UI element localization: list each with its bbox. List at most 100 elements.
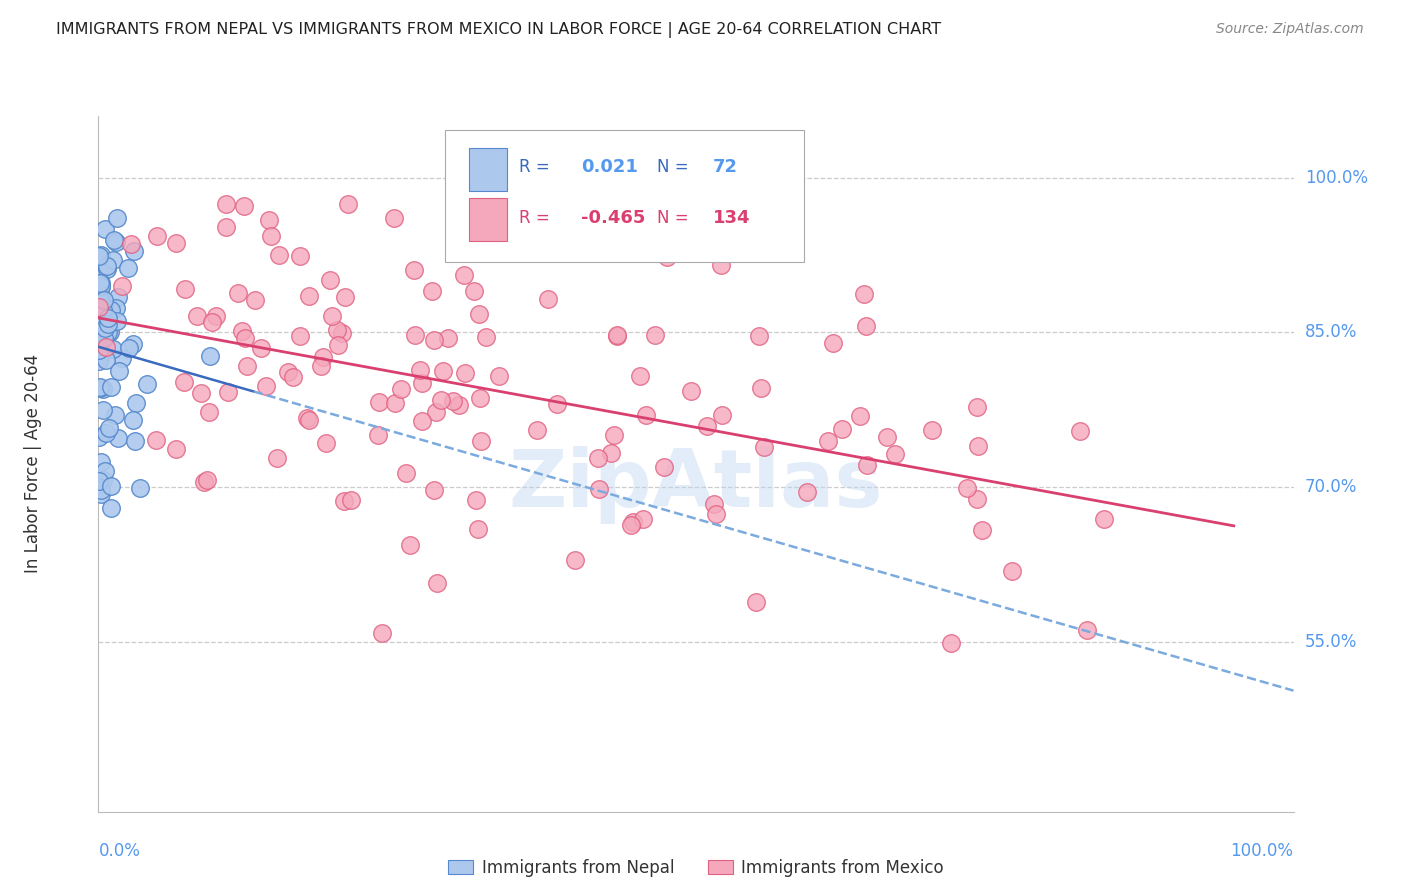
Point	[657, 250, 679, 264]
Text: N =: N =	[657, 159, 693, 177]
Point	[754, 441, 776, 455]
Point	[409, 363, 432, 377]
Point	[124, 434, 146, 448]
Point	[94, 321, 117, 335]
Point	[411, 414, 433, 428]
Point	[621, 516, 644, 530]
Point	[309, 359, 332, 374]
Point	[101, 252, 124, 267]
Point	[467, 522, 489, 536]
Point	[644, 328, 666, 343]
Point	[231, 324, 253, 338]
Point	[105, 314, 128, 328]
Text: Source: ZipAtlas.com: Source: ZipAtlas.com	[1216, 22, 1364, 37]
Point	[468, 307, 491, 321]
Point	[749, 381, 772, 395]
Point	[94, 426, 117, 441]
Point	[90, 318, 112, 332]
Point	[817, 434, 839, 449]
Point	[254, 379, 277, 393]
Point	[921, 423, 943, 437]
Point	[631, 512, 654, 526]
Point	[90, 279, 112, 293]
Point	[430, 392, 453, 407]
Point	[330, 326, 353, 341]
Point	[588, 483, 610, 497]
Point	[290, 328, 312, 343]
Point	[100, 302, 122, 317]
Point	[89, 379, 111, 393]
Point	[423, 483, 446, 498]
Point	[340, 493, 363, 508]
Point	[703, 497, 725, 511]
Point	[89, 380, 111, 394]
Point	[87, 354, 110, 368]
Point	[298, 412, 321, 426]
Point	[173, 375, 195, 389]
Point	[107, 431, 129, 445]
Point	[89, 350, 111, 364]
Point	[111, 279, 134, 293]
Point	[195, 473, 218, 487]
Point	[315, 436, 337, 450]
Text: 55.0%: 55.0%	[1305, 632, 1357, 650]
Point	[1076, 623, 1098, 637]
Point	[395, 466, 418, 480]
Point	[100, 380, 122, 394]
Point	[96, 326, 118, 341]
Point	[257, 213, 280, 227]
Text: 100.0%: 100.0%	[1305, 169, 1368, 186]
Point	[606, 327, 628, 342]
Point	[371, 626, 394, 640]
Point	[90, 294, 112, 309]
Point	[89, 288, 111, 302]
Point	[197, 405, 219, 419]
Point	[1092, 512, 1115, 526]
Point	[103, 234, 125, 248]
Point	[1069, 424, 1091, 438]
Point	[848, 409, 870, 424]
Point	[90, 279, 112, 293]
Point	[696, 419, 718, 434]
Point	[97, 326, 120, 340]
Point	[432, 363, 454, 377]
Point	[321, 309, 343, 323]
Text: R =: R =	[519, 159, 555, 177]
Point	[94, 340, 117, 354]
Point	[454, 367, 477, 381]
Point	[259, 228, 281, 243]
Point	[634, 409, 657, 423]
Point	[250, 341, 273, 355]
Text: 85.0%: 85.0%	[1305, 324, 1357, 342]
Point	[91, 318, 114, 332]
FancyBboxPatch shape	[444, 130, 804, 262]
Point	[939, 635, 962, 649]
Point	[117, 341, 139, 355]
Point	[441, 393, 464, 408]
Point	[89, 329, 111, 343]
Point	[89, 278, 111, 293]
Point	[564, 553, 586, 567]
Point	[546, 396, 568, 410]
Point	[606, 329, 628, 343]
Point	[87, 430, 110, 444]
Point	[426, 575, 449, 590]
Point	[100, 500, 122, 515]
Legend: Immigrants from Nepal, Immigrants from Mexico: Immigrants from Nepal, Immigrants from M…	[441, 852, 950, 883]
Text: 0.021: 0.021	[581, 159, 638, 177]
Point	[201, 315, 224, 329]
Point	[297, 411, 319, 425]
Point	[464, 492, 486, 507]
Point	[89, 349, 111, 363]
Point	[93, 300, 115, 314]
Point	[93, 331, 115, 345]
Point	[710, 258, 733, 272]
Point	[603, 428, 626, 442]
Text: 72: 72	[713, 159, 738, 177]
Point	[96, 259, 118, 273]
Point	[852, 287, 875, 301]
FancyBboxPatch shape	[470, 148, 508, 191]
Text: 0.0%: 0.0%	[98, 842, 141, 860]
Text: In Labor Force | Age 20-64: In Labor Force | Age 20-64	[24, 354, 42, 574]
Point	[90, 483, 112, 498]
